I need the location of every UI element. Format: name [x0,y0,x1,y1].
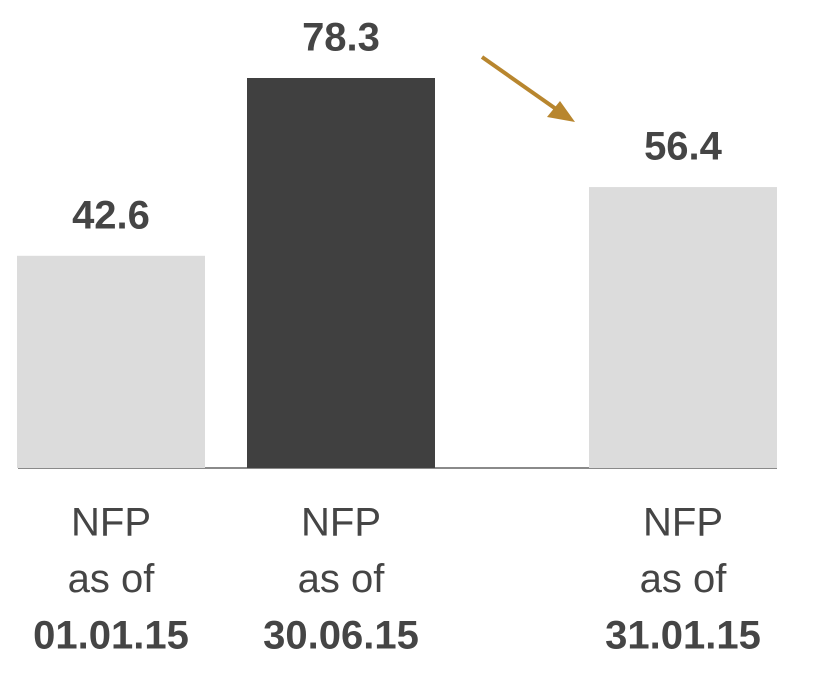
bar [17,255,205,468]
value-label: 56.4 [644,125,723,169]
category-label: NFP [71,501,151,545]
bar [247,78,435,468]
category-label: as of [68,557,156,601]
value-label: 42.6 [72,193,150,237]
category-label: NFP [301,501,381,545]
trend-arrow [480,55,575,122]
bar [589,187,777,469]
value-label: 78.3 [302,16,380,60]
category-label: 31.01.15 [605,614,761,658]
category-label: 30.06.15 [263,614,419,658]
category-label: 01.01.15 [33,614,189,658]
category-label: as of [298,557,386,601]
category-label: NFP [643,501,723,545]
category-label: as of [640,557,728,601]
